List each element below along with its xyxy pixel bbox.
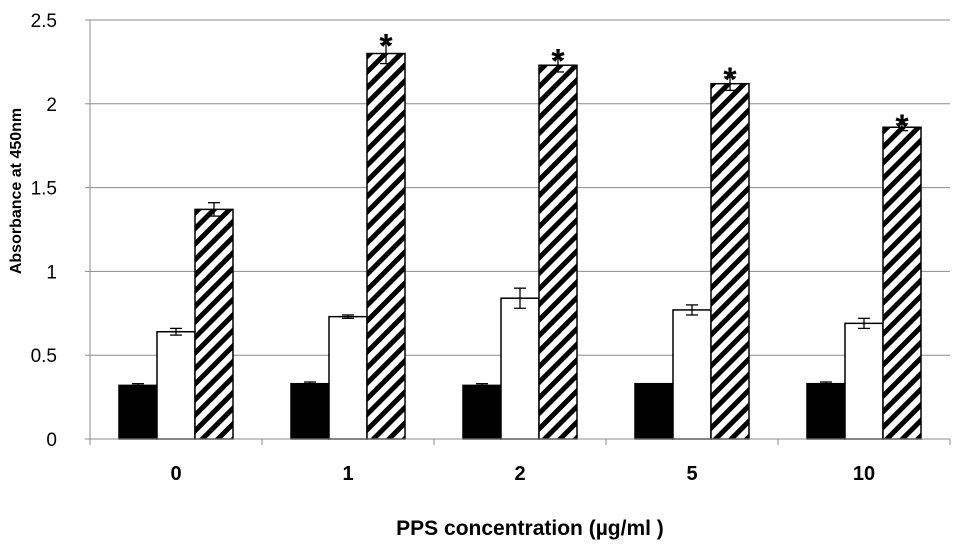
bar [119, 385, 157, 439]
x-tick-label: 0 [170, 463, 181, 485]
bar [463, 385, 501, 439]
x-tick-label: 2 [514, 463, 525, 485]
y-axis-title: Absorbance at 450nm [8, 108, 25, 274]
y-tick-label: 1 [46, 262, 57, 283]
bar [635, 384, 673, 439]
y-tick-labels: 0 0.5 1 1.5 2 2.5 [31, 11, 57, 451]
significance-marker: * [723, 61, 737, 99]
x-tick-label: 10 [853, 463, 875, 485]
x-axis-title: PPS concentration (µg/ml ) [396, 517, 664, 540]
y-tick-label: 0.5 [31, 346, 57, 367]
significance-marker: * [551, 43, 565, 81]
bars: * * * * [119, 27, 921, 439]
x-tick-label: 1 [342, 463, 353, 485]
bar [195, 209, 233, 439]
y-tick-label: 2 [46, 95, 57, 116]
bar [501, 298, 539, 439]
x-tick-label: 5 [686, 463, 697, 485]
y-tick-label: 1.5 [31, 179, 57, 200]
bar [367, 54, 405, 439]
x-tick-labels: 0 1 2 5 10 [170, 463, 875, 485]
bar [291, 384, 329, 439]
bar [883, 127, 921, 439]
significance-marker: * [379, 27, 393, 65]
bar [157, 332, 195, 439]
bar [845, 323, 883, 439]
y-tick-label: 2.5 [31, 11, 57, 32]
bar [329, 317, 367, 439]
bar [539, 65, 577, 439]
bar [807, 384, 845, 439]
bar [711, 84, 749, 439]
y-tick-label: 0 [46, 430, 57, 451]
bar [673, 310, 711, 439]
significance-marker: * [895, 108, 909, 146]
